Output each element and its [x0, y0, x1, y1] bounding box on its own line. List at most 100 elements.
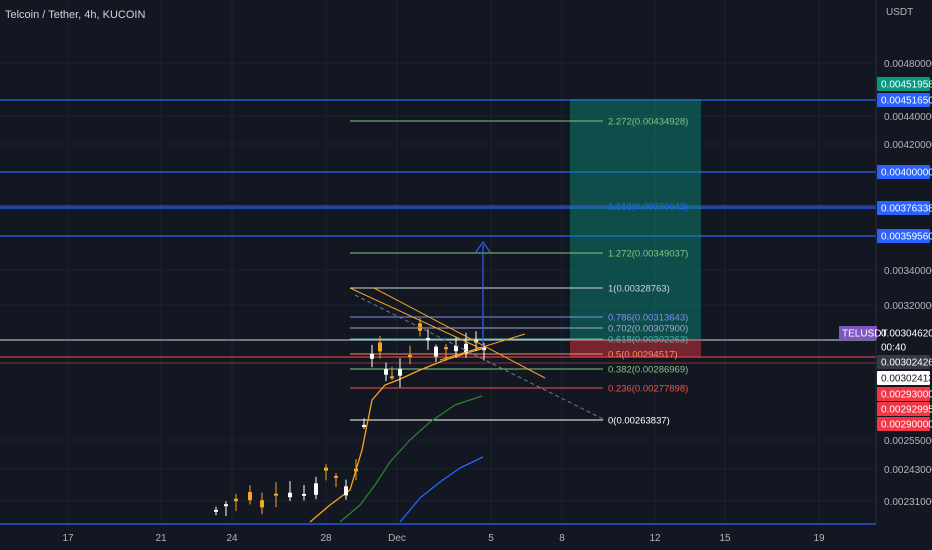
price-badge — [877, 371, 930, 385]
candle-body — [224, 504, 228, 507]
price-badge-label: 0.00302413 — [881, 374, 932, 385]
price-badge-label: 0.00451650 — [881, 96, 932, 107]
candle-body — [444, 347, 448, 350]
candle-body — [370, 353, 374, 359]
candle-body — [354, 468, 358, 472]
time-axis[interactable]: 17 21 24 28 Dec 5 8 12 15 19 — [0, 525, 932, 550]
time-tick-label: 8 — [559, 533, 565, 544]
candle-body — [464, 343, 468, 354]
price-tick-label: 0.00243000 — [884, 465, 932, 476]
price-badge-label: 0.00451958 — [881, 80, 932, 91]
time-tick-label: 21 — [155, 533, 167, 544]
time-tick-label: 12 — [649, 533, 661, 544]
candle-body — [314, 483, 318, 495]
price-badge — [877, 165, 930, 179]
candle-body — [362, 424, 366, 427]
price-badge-label: 0.00292995 — [881, 405, 932, 416]
price-badge — [877, 402, 930, 416]
candle-body — [482, 347, 486, 351]
candle-body — [248, 492, 252, 501]
candle-body — [324, 467, 328, 471]
fib-level-label: 0.702(0.00307900) — [608, 324, 688, 335]
currency-label: USDT — [886, 7, 913, 18]
price-tick-label: 0.00480000 — [884, 59, 932, 70]
loss-zone — [570, 340, 701, 357]
triangle-upper-line — [349, 287, 485, 351]
projection-arrow-head — [475, 240, 491, 253]
candle-body — [398, 368, 402, 376]
candle-body — [214, 509, 218, 512]
fib-level-label: 1.272(0.00349037) — [608, 249, 688, 260]
fibonacci-levels: 2.272(0.00434928) 1.618(0.00376643) 1.272(… — [350, 117, 688, 427]
candle-body — [302, 493, 306, 496]
candle-body — [260, 500, 264, 508]
time-tick-label: 19 — [813, 533, 825, 544]
candle-body — [288, 492, 292, 498]
dashed-trendline — [354, 294, 606, 421]
candle-body — [334, 475, 338, 478]
fib-level-label: 1(0.00328763) — [608, 284, 670, 295]
time-tick-label: Dec — [388, 533, 406, 544]
price-badge-label: 0.00290000 — [881, 420, 932, 431]
price-tick-label: 0.00340000 — [884, 266, 932, 277]
candle-body — [384, 369, 388, 375]
symbol-tag — [839, 326, 877, 340]
price-badge — [877, 77, 930, 91]
profit-zone — [570, 99, 701, 340]
price-badge-label: 0.00302426 — [881, 358, 932, 369]
ma-mid-line — [339, 395, 483, 523]
time-tick-label: 5 — [488, 533, 494, 544]
fib-level-label: 1.618(0.00376643) — [608, 202, 688, 213]
fib-level-label: 0.5(0.00294517) — [608, 350, 678, 361]
price-badge-label: 0.00304620 — [881, 329, 932, 340]
candle-body — [378, 342, 382, 352]
price-badge-label: 00:40 — [881, 343, 906, 354]
price-badge — [877, 326, 930, 340]
fib-level-label: 0.382(0.00286969) — [608, 365, 688, 376]
price-badge — [877, 229, 930, 243]
time-tick-label: 24 — [226, 533, 238, 544]
fib-level-label: 0.786(0.00313643) — [608, 313, 688, 324]
price-badge-label: 0.00359560 — [881, 232, 932, 243]
price-tick-label: 0.00255000 — [884, 436, 932, 447]
time-axis-bg — [0, 525, 932, 550]
price-badge — [877, 417, 930, 431]
moving-averages — [309, 347, 486, 523]
time-tick-label: 17 — [62, 533, 74, 544]
triangle-lower-line — [373, 287, 546, 379]
fib-level-label: 2.272(0.00434928) — [608, 117, 688, 128]
price-badge — [877, 355, 930, 369]
candle-body — [234, 498, 238, 502]
time-tick-label: 15 — [719, 533, 731, 544]
ma-slow-line — [399, 456, 484, 523]
price-tick-label: 0.00231000 — [884, 497, 932, 508]
price-badge — [877, 387, 930, 401]
grid — [0, 0, 876, 524]
price-badge-label: 0.00400000 — [881, 168, 932, 179]
candle-body — [390, 376, 394, 379]
time-tick-label: 28 — [320, 533, 332, 544]
price-badge — [877, 201, 930, 215]
price-axis[interactable]: 0.00480000 0.00440000 0.00420000 0.00340000… — [839, 0, 932, 524]
ma-fast-line — [309, 347, 486, 523]
fib-level-label: 0.236(0.00277898) — [608, 384, 688, 395]
price-tick-label: 0.00320000 — [884, 301, 932, 312]
candle-body — [426, 338, 430, 341]
candle-body — [454, 345, 458, 352]
candle-body — [408, 355, 412, 358]
symbol-tag-label: TELUSDT — [842, 329, 888, 340]
fib-level-label: 0.618(0.00302263) — [608, 335, 688, 346]
candle-body — [274, 493, 278, 496]
price-tick-label: 0.00440000 — [884, 112, 932, 123]
price-badge-label: 0.00376338 — [881, 204, 932, 215]
price-tick-label: 0.00420000 — [884, 140, 932, 151]
candle-body — [344, 486, 348, 496]
trendline-drawings — [349, 240, 606, 421]
candle-body — [434, 346, 438, 357]
price-badge-label: 0.00293000 — [881, 390, 932, 401]
long-position-zones — [570, 99, 701, 357]
price-badge — [877, 340, 930, 354]
chart-title: Telcoin / Tether, 4h, KUCOIN — [5, 9, 145, 21]
